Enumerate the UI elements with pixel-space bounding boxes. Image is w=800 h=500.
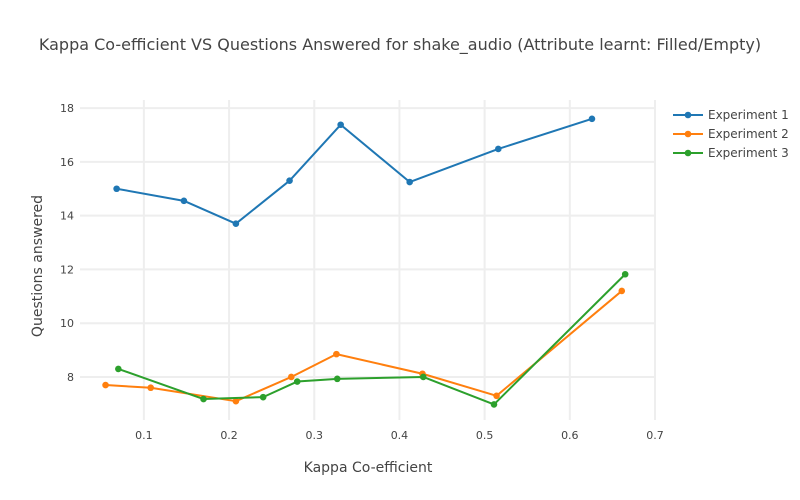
series-1 [113, 115, 596, 227]
data-point[interactable] [333, 350, 340, 358]
legend-swatch-marker [684, 111, 692, 119]
data-point[interactable] [588, 115, 596, 123]
series-line [116, 117, 593, 225]
data-point[interactable] [337, 121, 344, 129]
series-3 [115, 270, 629, 408]
data-point[interactable] [618, 287, 626, 295]
data-point[interactable] [406, 178, 413, 186]
data-point[interactable] [621, 270, 629, 278]
data-point[interactable] [115, 365, 122, 373]
y-gridlines [80, 107, 655, 378]
data-point[interactable] [419, 373, 427, 381]
y-tick-label: 10 [60, 317, 74, 330]
x-tick-label: 0.2 [220, 429, 238, 442]
y-axis-title: Questions answered [30, 195, 46, 337]
legend-item[interactable]: Experiment 2 [673, 127, 789, 141]
series-2 [102, 287, 626, 405]
series-line [105, 290, 623, 403]
x-tick-label: 0.5 [476, 429, 494, 442]
data-point[interactable] [232, 397, 240, 405]
legend-item[interactable]: Experiment 3 [673, 146, 789, 160]
legend-label: Experiment 3 [708, 146, 789, 160]
data-point[interactable] [490, 401, 498, 408]
x-tick-label: 0.1 [135, 429, 153, 442]
legend-label: Experiment 2 [708, 127, 789, 141]
gridlines [80, 100, 656, 420]
data-point[interactable] [232, 220, 240, 227]
data-point[interactable] [286, 177, 293, 184]
y-tick-label: 8 [67, 371, 74, 384]
x-axis-ticks: 0.1 0.2 0.3 0.4 0.5 0.6 0.7 [135, 429, 664, 442]
plot-area [102, 115, 629, 408]
x-tick-label: 0.3 [306, 429, 324, 442]
x-gridlines [142, 100, 656, 420]
legend-swatch-marker [684, 149, 692, 157]
y-tick-label: 12 [60, 263, 74, 276]
data-point[interactable] [102, 381, 109, 389]
x-tick-label: 0.4 [391, 429, 409, 442]
y-axis-ticks: 8 10 12 14 16 18 [60, 102, 74, 384]
x-tick-label: 0.7 [646, 429, 664, 442]
data-point[interactable] [333, 375, 341, 383]
y-tick-label: 14 [60, 210, 74, 223]
legend-swatch-marker [684, 130, 692, 138]
legend-item[interactable]: Experiment 1 [673, 108, 789, 122]
data-point[interactable] [200, 395, 207, 403]
data-point[interactable] [494, 145, 502, 153]
data-point[interactable] [113, 185, 120, 193]
data-point[interactable] [287, 373, 295, 381]
x-axis-title: Kappa Co-efficient [304, 460, 433, 476]
data-point[interactable] [259, 393, 267, 401]
data-point[interactable] [180, 197, 188, 205]
y-tick-label: 18 [60, 102, 74, 115]
data-point[interactable] [147, 384, 155, 392]
series-line [118, 273, 626, 406]
legend: Experiment 1 Experiment 2 Experiment 3 [673, 108, 789, 160]
legend-label: Experiment 1 [708, 108, 789, 122]
chart-title: Kappa Co-efficient VS Questions Answered… [39, 35, 761, 55]
y-tick-label: 16 [60, 156, 74, 169]
data-point[interactable] [293, 378, 301, 385]
x-tick-label: 0.6 [561, 429, 579, 442]
data-point[interactable] [493, 392, 500, 400]
